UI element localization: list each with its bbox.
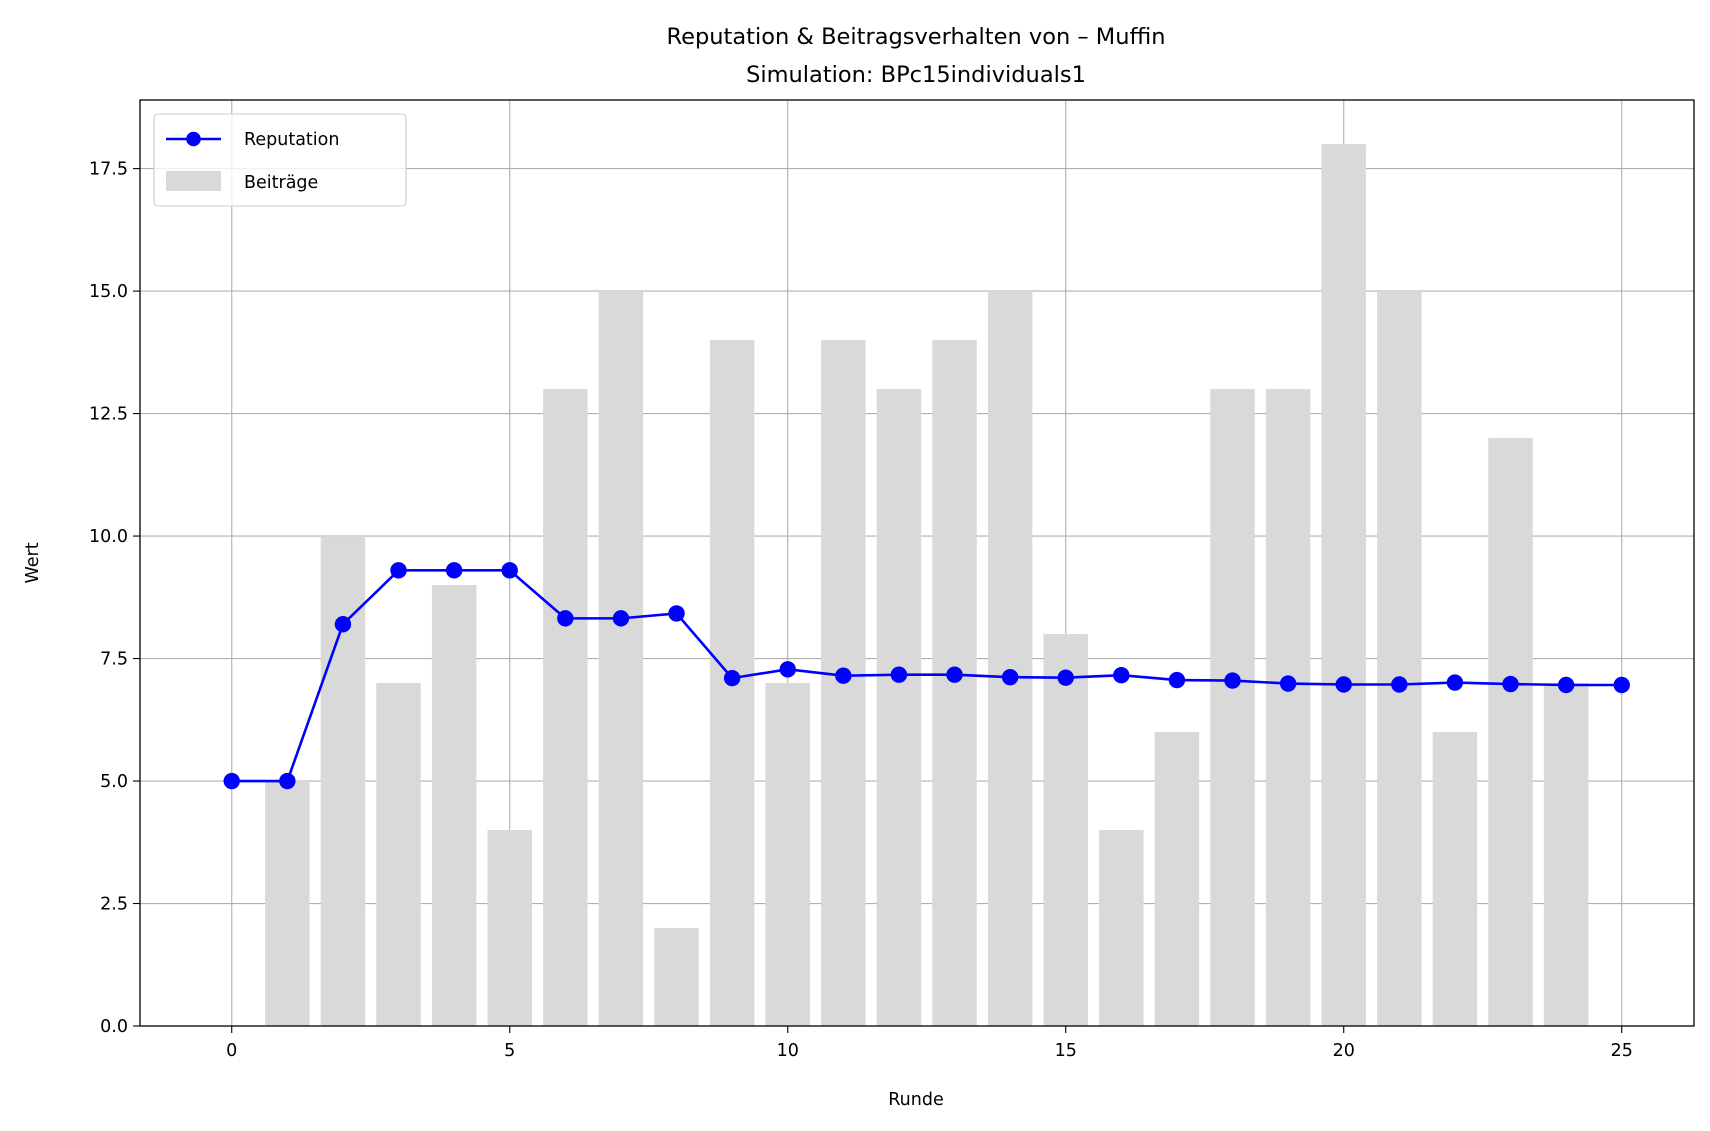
y-tick-label: 12.5 — [89, 405, 128, 425]
bar-series-beitraege — [265, 144, 1589, 1027]
line-series-reputation — [223, 562, 1630, 790]
y-tick-label: 5.0 — [100, 772, 128, 792]
bar-beitraege — [1543, 683, 1589, 1026]
bar-beitraege — [487, 830, 532, 1026]
y-axis-label: Wert — [23, 542, 43, 583]
x-tick-label: 20 — [1333, 1041, 1355, 1061]
reputation-point — [946, 666, 963, 683]
bar-beitraege — [431, 585, 477, 1026]
reputation-point — [779, 661, 796, 678]
bar-beitraege — [265, 781, 310, 1026]
bar-beitraege — [1154, 732, 1200, 1026]
plot-frame — [139, 99, 1695, 1027]
reputation-point — [501, 562, 518, 579]
bar-beitraege — [543, 389, 588, 1026]
reputation-point — [1557, 676, 1575, 694]
reputation-point — [1502, 675, 1519, 693]
bar-beitraege — [1432, 732, 1478, 1026]
legend-label-reputation: Reputation — [244, 130, 339, 150]
legend-marker-swatch — [186, 131, 201, 147]
legend: Reputation Beiträge — [153, 113, 407, 207]
y-tick-label: 0.0 — [100, 1017, 128, 1037]
axis-ticks: 0 5 10 15 20 25 0.0 2.5 5.0 7.5 10.0 12.5 15.0 17.5 — [89, 160, 1633, 1061]
reputation-point — [1613, 676, 1630, 694]
bar-beitraege — [598, 291, 644, 1027]
y-tick-label: 15.0 — [89, 282, 128, 302]
x-tick-label: 5 — [504, 1041, 515, 1061]
reputation-point — [1279, 675, 1297, 692]
reputation-point — [1168, 671, 1186, 689]
x-tick-label: 0 — [226, 1041, 237, 1061]
bar-beitraege — [1321, 144, 1366, 1027]
x-tick-label: 10 — [777, 1041, 799, 1061]
reputation-point — [390, 562, 407, 579]
reputation-point — [445, 562, 463, 579]
bar-beitraege — [876, 389, 922, 1026]
reputation-point — [1391, 676, 1408, 693]
bar-beitraege — [1043, 634, 1088, 1026]
reputation-point — [890, 666, 908, 683]
bar-beitraege — [654, 928, 699, 1026]
bar-beitraege — [1377, 291, 1422, 1027]
reputation-point — [1113, 666, 1130, 684]
reputation-line — [231, 569, 1622, 783]
reputation-point — [1335, 676, 1352, 693]
chart-subtitle: Simulation: BPc15individuals1 — [746, 62, 1086, 88]
reputation-point — [835, 667, 852, 684]
reputation-point — [723, 669, 741, 687]
x-tick-label: 25 — [1611, 1041, 1633, 1061]
y-tick-label: 10.0 — [89, 527, 128, 547]
y-tick-label: 2.5 — [100, 895, 128, 915]
y-tick-label: 17.5 — [89, 160, 128, 180]
reputation-point — [334, 616, 352, 633]
bar-beitraege — [987, 291, 1033, 1027]
reputation-point — [1001, 668, 1019, 686]
x-axis-label: Runde — [888, 1090, 943, 1110]
reputation-point — [557, 610, 574, 627]
reputation-point — [279, 772, 296, 790]
reputation-point — [612, 610, 630, 627]
bar-beitraege — [1488, 438, 1533, 1027]
legend-label-beitraege: Beiträge — [244, 173, 318, 193]
bar-beitraege — [932, 340, 977, 1026]
bar-beitraege — [376, 683, 421, 1026]
bar-beitraege — [1265, 389, 1311, 1026]
reputation-point — [223, 772, 240, 790]
reputation-point — [1446, 674, 1464, 691]
bar-beitraege — [765, 683, 810, 1026]
y-tick-label: 7.5 — [100, 650, 128, 670]
reputation-point — [1224, 672, 1241, 689]
bar-beitraege — [1210, 389, 1255, 1026]
reputation-point — [668, 605, 685, 622]
bar-beitraege — [1099, 830, 1144, 1026]
reputation-point — [1057, 669, 1074, 686]
legend-bar-swatch — [166, 171, 221, 191]
x-tick-label: 15 — [1055, 1041, 1077, 1061]
chart-title: Reputation & Beitragsverhalten von – Muf… — [667, 24, 1166, 50]
